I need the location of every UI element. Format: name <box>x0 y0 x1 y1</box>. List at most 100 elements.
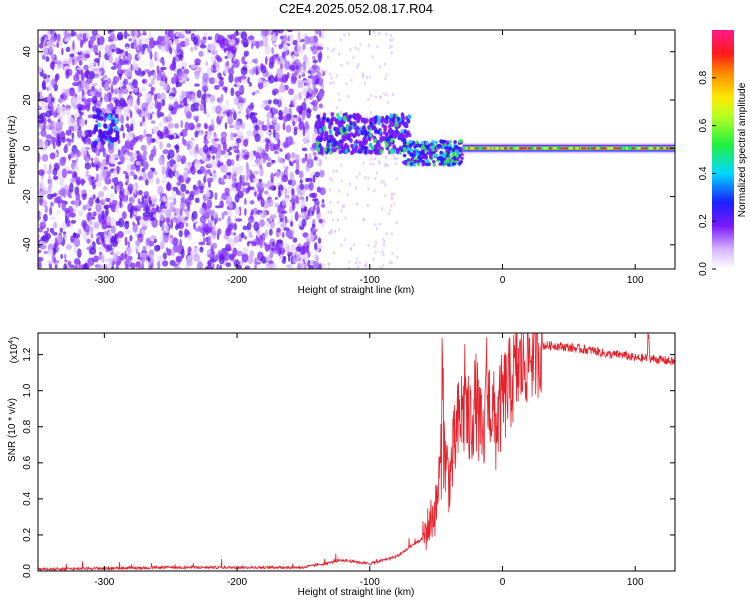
heatmap-cell <box>318 128 323 133</box>
heatmap-cell <box>409 147 413 152</box>
heatmap-cell <box>625 147 628 150</box>
heatmap-cell <box>92 194 96 200</box>
x-tick-label: -300 <box>94 577 114 588</box>
y-tick-label: 0.0 <box>22 564 33 578</box>
heatmap-cell <box>202 237 206 244</box>
heatmap-cell <box>188 90 193 96</box>
heatmap-cell <box>191 161 195 168</box>
heatmap-cell <box>63 233 66 238</box>
heatmap-cell <box>85 137 90 145</box>
heatmap-cell <box>631 147 636 150</box>
heatmap-cell <box>262 80 269 88</box>
heatmap-cell <box>232 145 240 149</box>
heatmap-cell <box>170 218 174 229</box>
heatmap-cell <box>442 139 447 144</box>
heatmap-cell <box>267 74 275 84</box>
heatmap-cell <box>289 206 293 214</box>
heatmap-cell <box>112 241 118 248</box>
heatmap-cell <box>56 59 62 69</box>
heatmap-cell <box>460 156 464 161</box>
heatmap-cell <box>108 102 114 112</box>
heatmap-cell <box>219 181 226 185</box>
heatmap-cell <box>384 193 387 197</box>
heatmap-cell <box>102 158 106 167</box>
heatmap-cell <box>246 112 249 121</box>
heatmap-cell <box>282 256 286 261</box>
heatmap-cell <box>71 132 75 140</box>
heatmap-cell <box>319 148 324 154</box>
heatmap-cell <box>302 43 306 51</box>
heatmap-cell <box>250 114 257 121</box>
heatmap-cell <box>101 198 106 203</box>
heatmap-cell <box>312 174 316 183</box>
heatmap-cell <box>43 250 49 255</box>
heatmap-cell <box>242 187 246 193</box>
heatmap-cell <box>251 43 254 50</box>
snr-series-line <box>38 333 675 571</box>
heatmap-cell <box>142 115 146 124</box>
heatmap-cell <box>216 150 222 159</box>
heatmap-cell <box>47 118 52 123</box>
heatmap-cell <box>297 188 304 196</box>
heatmap-cell <box>237 190 244 199</box>
heatmap-cell <box>272 88 279 95</box>
heatmap-cell <box>329 81 332 85</box>
heatmap-cell <box>300 199 307 209</box>
heatmap-cell <box>51 62 55 71</box>
heatmap-cell <box>148 252 152 259</box>
heatmap-cell <box>264 261 271 269</box>
heatmap-cell <box>148 83 152 87</box>
heatmap-cell <box>137 54 142 59</box>
heatmap-cell <box>63 263 68 269</box>
heatmap-cell <box>333 230 336 234</box>
heatmap-cell <box>244 207 247 216</box>
heatmap-cell <box>284 242 289 251</box>
heatmap-cell <box>183 68 190 75</box>
heatmap-cell <box>386 163 389 167</box>
heatmap-cell <box>393 202 396 206</box>
heatmap-cell <box>160 66 167 71</box>
svg-text:(x104): (x104) <box>8 337 20 364</box>
y-tick-label: 20 <box>22 94 33 106</box>
heatmap-cell <box>152 126 159 134</box>
heatmap-cell <box>441 145 446 150</box>
heatmap-cell <box>254 133 261 143</box>
heatmap-cell <box>311 136 316 144</box>
heatmap-cell <box>66 107 71 117</box>
heatmap-cell <box>143 68 151 73</box>
heatmap-cell <box>303 137 307 145</box>
heatmap-cell <box>660 147 664 150</box>
heatmap-cell <box>303 54 308 64</box>
heatmap-cell <box>385 115 389 120</box>
heatmap-cell <box>661 147 667 150</box>
heatmap-cell <box>80 189 87 195</box>
heatmap-cell <box>50 216 56 220</box>
heatmap-cell <box>71 30 75 37</box>
heatmap-cell <box>70 219 77 224</box>
heatmap-cell <box>341 205 344 209</box>
heatmap-cell <box>164 30 168 35</box>
heatmap-cell <box>364 176 367 180</box>
heatmap-cell <box>215 50 218 55</box>
heatmap-cell <box>283 34 288 44</box>
heatmap-cell <box>374 95 377 99</box>
heatmap-cell <box>113 176 119 187</box>
heatmap-cell <box>159 202 165 210</box>
heatmap-cell <box>142 245 147 251</box>
heatmap-cell <box>609 147 614 150</box>
heatmap-cell <box>133 39 137 50</box>
heatmap-cell <box>387 212 390 216</box>
heatmap-cell <box>207 163 212 167</box>
heatmap-cell <box>220 164 228 173</box>
heatmap-cell <box>181 77 185 82</box>
heatmap-cell <box>357 47 360 51</box>
heatmap-cell <box>298 170 304 180</box>
heatmap-cell <box>83 64 89 71</box>
heatmap-cell <box>300 79 304 89</box>
heatmap-cell <box>228 253 235 260</box>
heatmap-cell <box>135 160 141 166</box>
heatmap-cell <box>390 122 395 128</box>
heatmap-cell <box>56 33 61 42</box>
heatmap-cell <box>203 110 208 115</box>
heatmap-cell <box>184 121 190 132</box>
